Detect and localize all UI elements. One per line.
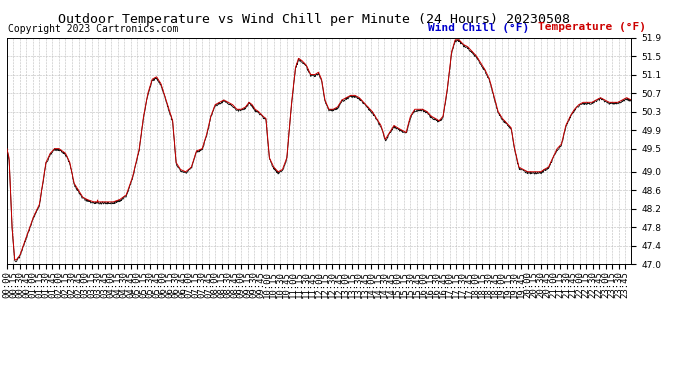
Text: Temperature (°F): Temperature (°F): [538, 22, 647, 33]
Text: Copyright 2023 Cartronics.com: Copyright 2023 Cartronics.com: [8, 24, 179, 34]
Text: Wind Chill (°F): Wind Chill (°F): [428, 22, 529, 33]
Text: Outdoor Temperature vs Wind Chill per Minute (24 Hours) 20230508: Outdoor Temperature vs Wind Chill per Mi…: [58, 13, 570, 26]
